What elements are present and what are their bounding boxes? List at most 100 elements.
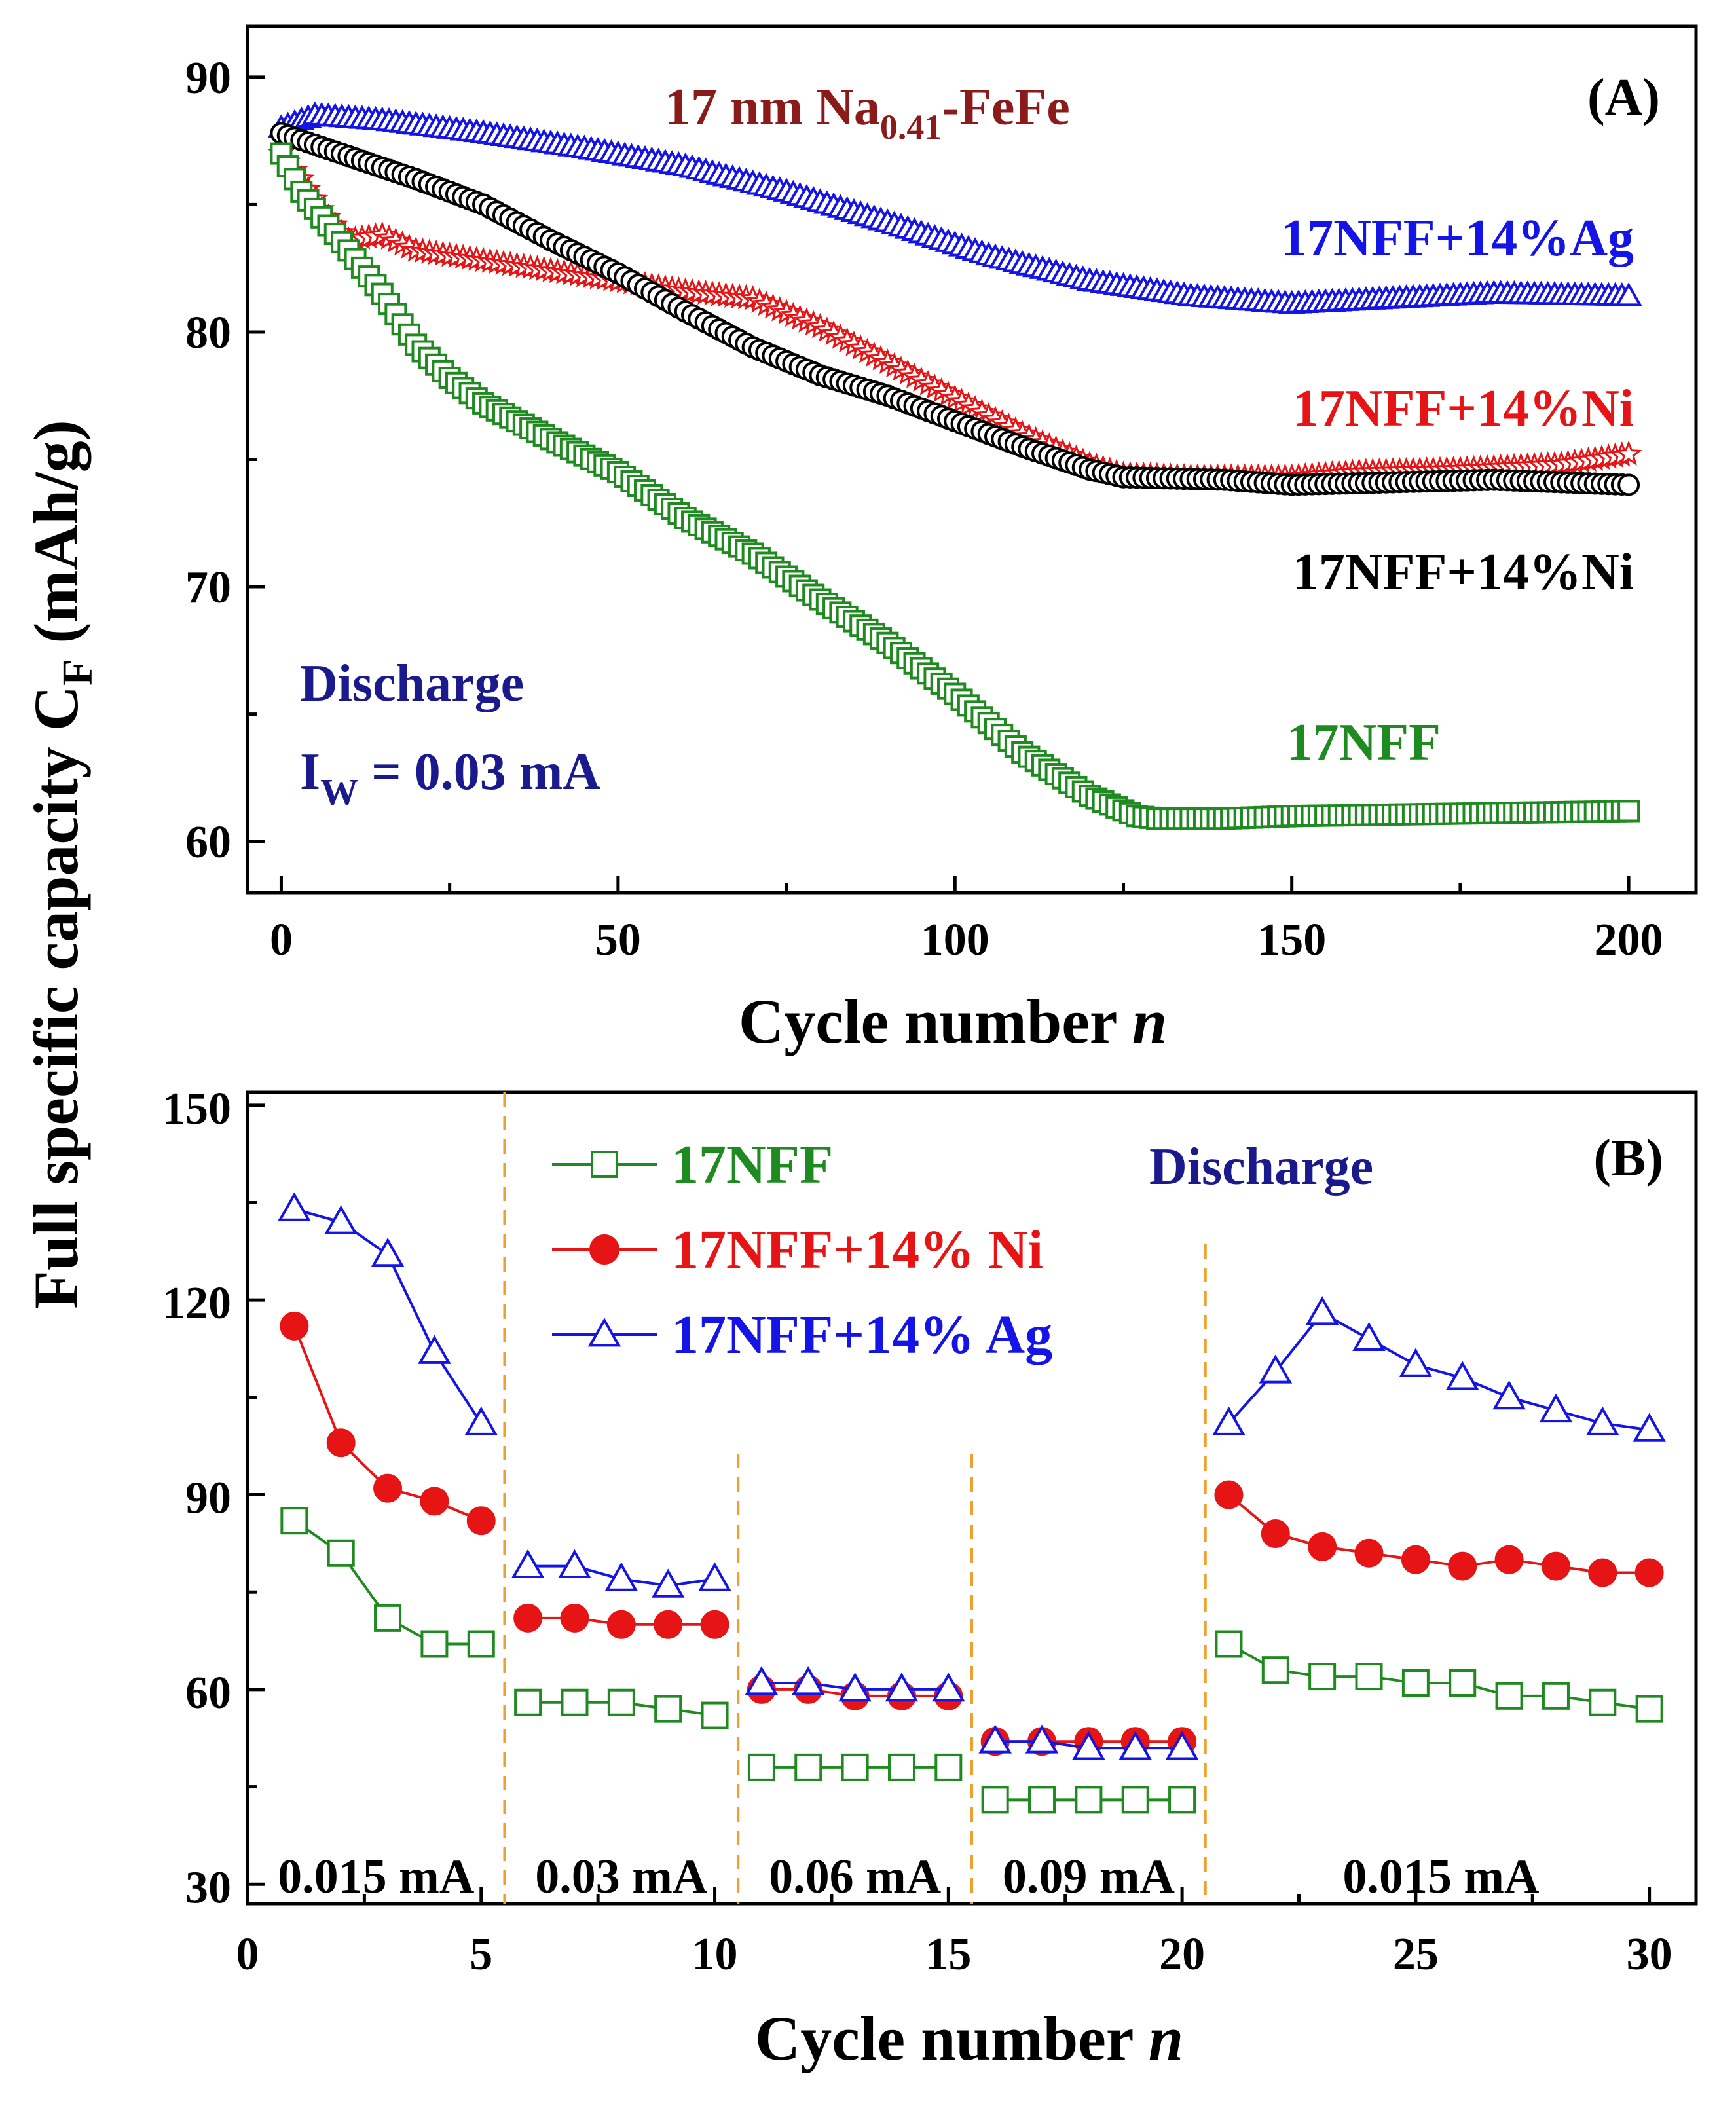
series-a-ni-black bbox=[270, 122, 1640, 496]
data-point bbox=[654, 1610, 683, 1639]
data-point bbox=[1261, 1519, 1290, 1549]
panel-b-chart: 0 5 10 15 20 25 30 30 60 90 120 150 0.015 mA 0.03 mA… bbox=[162, 1084, 1698, 2073]
data-point bbox=[1118, 1731, 1153, 1760]
series-label-nff: 17NFF bbox=[1286, 714, 1441, 771]
rate-label: 0.015 mA bbox=[278, 1850, 474, 1904]
data-point bbox=[1354, 1538, 1384, 1568]
y-tick-label: 90 bbox=[185, 53, 231, 103]
data-point bbox=[1615, 282, 1642, 306]
series-line bbox=[1228, 1642, 1650, 1710]
series-line bbox=[1228, 1494, 1650, 1574]
x-tick-label: 25 bbox=[1393, 1929, 1439, 1980]
data-point bbox=[420, 1630, 449, 1658]
data-point bbox=[1028, 1786, 1056, 1814]
series-label-ag: 17NFF+14%Ag bbox=[1281, 210, 1634, 267]
y-axis-label: Full specific capacity CF (mAh/g) bbox=[21, 420, 102, 1308]
data-point bbox=[1539, 1393, 1573, 1423]
legend-marker bbox=[587, 1318, 621, 1347]
rate-label: 0.06 mA bbox=[769, 1850, 941, 1904]
x-tick-label: 5 bbox=[470, 1929, 492, 1980]
panel-a-title-subscript: 0.41 bbox=[880, 107, 942, 147]
y-tick-label: 120 bbox=[162, 1278, 231, 1329]
data-point bbox=[1588, 1558, 1617, 1587]
panel-a-chart: 0 50 100 150 200 60 70 80 90 17 nm Na0.41-FeFe (… bbox=[185, 24, 1698, 1056]
x-tick-label: 200 bbox=[1595, 915, 1663, 965]
data-point bbox=[1495, 1682, 1523, 1710]
discharge-label-a: Discharge bbox=[300, 655, 524, 712]
data-point bbox=[887, 1753, 915, 1781]
data-point bbox=[1121, 1786, 1149, 1814]
panel-a-letter: (A) bbox=[1587, 69, 1660, 126]
data-point bbox=[981, 1786, 1009, 1814]
x-tick-label: 0 bbox=[270, 915, 293, 965]
data-point bbox=[420, 1487, 449, 1516]
data-point bbox=[280, 1311, 309, 1341]
x-tick-label: 10 bbox=[692, 1929, 738, 1980]
panel-a-title: 17 nm Na0.41-FeFe bbox=[665, 79, 1070, 147]
data-point bbox=[604, 1562, 638, 1591]
data-point bbox=[651, 1568, 685, 1598]
legend-marker bbox=[589, 1234, 619, 1265]
y-tick-label: 30 bbox=[185, 1862, 231, 1913]
data-point bbox=[1075, 1786, 1103, 1814]
series-b-ag bbox=[278, 1192, 1666, 1760]
data-point bbox=[373, 1473, 403, 1503]
data-point bbox=[1541, 1551, 1570, 1581]
data-point bbox=[1401, 1545, 1430, 1574]
data-point bbox=[841, 1753, 869, 1781]
x-tick-label: 0 bbox=[236, 1929, 259, 1980]
legend-label-ni: 17NFF+14% Ni bbox=[671, 1219, 1043, 1280]
discharge-label-b: Discharge bbox=[1149, 1138, 1373, 1196]
x-tick-label: 50 bbox=[595, 915, 641, 965]
data-point bbox=[327, 1539, 355, 1567]
data-point bbox=[1308, 1532, 1337, 1561]
data-point bbox=[1589, 1688, 1617, 1716]
panel-b-frame bbox=[246, 1090, 1698, 1906]
data-point bbox=[513, 1603, 543, 1633]
data-point bbox=[1025, 1724, 1059, 1754]
data-point bbox=[1165, 1731, 1199, 1760]
data-point bbox=[561, 1688, 589, 1716]
data-point bbox=[934, 1753, 963, 1781]
y-axis-label-unit: (mAh/g) bbox=[21, 420, 91, 643]
data-point bbox=[278, 1192, 311, 1221]
data-point bbox=[374, 1604, 402, 1632]
data-point bbox=[1585, 1406, 1619, 1435]
data-point bbox=[978, 1724, 1012, 1754]
panel-a-x-axis-label: Cycle number n bbox=[739, 986, 1167, 1056]
y-tick-label: 60 bbox=[185, 817, 231, 868]
data-point bbox=[1212, 1406, 1246, 1435]
data-point bbox=[885, 1673, 919, 1702]
legend-label-nff: 17NFF bbox=[671, 1134, 833, 1195]
data-point bbox=[794, 1753, 822, 1781]
data-point bbox=[1449, 1669, 1477, 1697]
data-point bbox=[1215, 1630, 1243, 1658]
series-line bbox=[1227, 1311, 1650, 1432]
data-point bbox=[1355, 1663, 1383, 1691]
data-point bbox=[932, 1673, 965, 1702]
data-point bbox=[280, 1507, 308, 1535]
data-point bbox=[654, 1695, 682, 1723]
data-point bbox=[467, 1630, 495, 1658]
y-tick-label: 90 bbox=[185, 1473, 231, 1524]
data-point bbox=[1617, 473, 1640, 496]
data-point bbox=[1399, 1348, 1433, 1377]
y-axis-label-subscript: F bbox=[54, 659, 102, 686]
data-point bbox=[1445, 1361, 1479, 1390]
current-label-subscript: W bbox=[320, 771, 358, 813]
data-point bbox=[1615, 440, 1642, 466]
data-point bbox=[1617, 800, 1640, 823]
data-point bbox=[1214, 1480, 1244, 1509]
data-point bbox=[745, 1666, 779, 1695]
x-tick-label: 100 bbox=[921, 915, 989, 965]
legend-marker bbox=[591, 1151, 618, 1178]
x-tick-label: 20 bbox=[1159, 1929, 1205, 1980]
series-a-nff bbox=[270, 142, 1640, 830]
data-point bbox=[701, 1701, 729, 1729]
x-tick-label: 15 bbox=[925, 1929, 971, 1980]
data-point bbox=[1494, 1545, 1524, 1574]
series-b-nff bbox=[280, 1507, 1663, 1814]
data-point bbox=[466, 1506, 496, 1536]
data-point bbox=[324, 1205, 358, 1234]
